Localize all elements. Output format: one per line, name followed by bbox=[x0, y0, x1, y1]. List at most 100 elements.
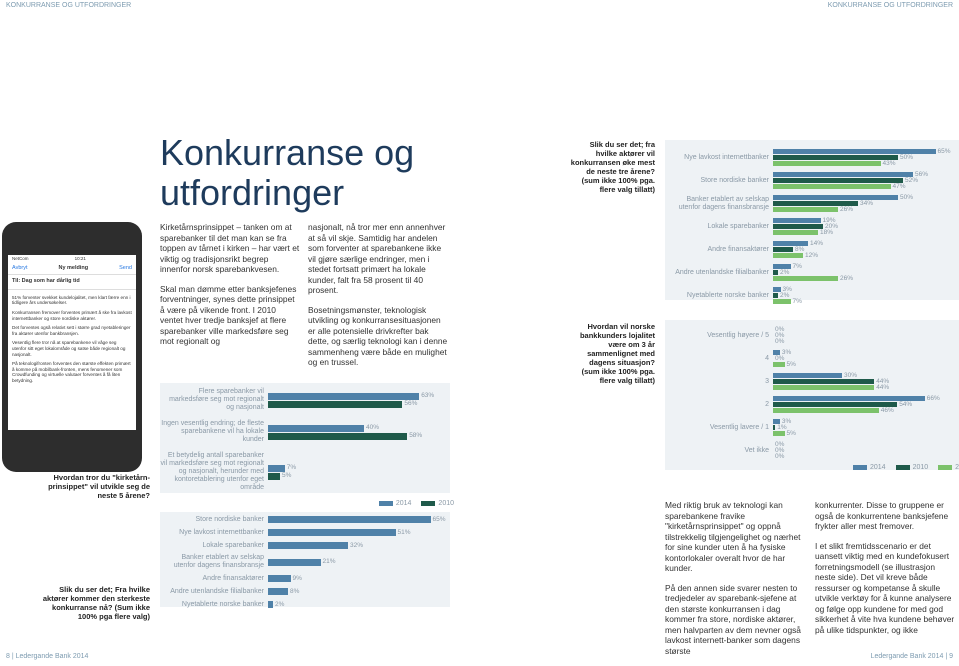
chart-caption: Hvordan tror du "kirketårn-prinsippet" v… bbox=[48, 473, 150, 500]
bar-row: 21% bbox=[268, 558, 454, 566]
bar bbox=[773, 201, 858, 206]
bar-row: 2% bbox=[773, 291, 959, 299]
send[interactable]: Send bbox=[119, 264, 132, 271]
paragraph: Skal man dømme etter banksjefenes forven… bbox=[160, 283, 297, 347]
bar bbox=[268, 472, 280, 480]
value-label: 43% bbox=[882, 159, 896, 167]
value-label: 52% bbox=[905, 176, 919, 184]
title: Konkurranse og utfordringer bbox=[160, 133, 414, 213]
category-row: Andre utenlandske filialbanker 7% 2% 26% bbox=[665, 263, 959, 282]
bar-row: 54% bbox=[773, 401, 959, 407]
bar bbox=[773, 264, 791, 269]
value-label: 0% bbox=[775, 337, 785, 345]
value-label: 26% bbox=[840, 274, 854, 282]
value-label: 2% bbox=[780, 291, 790, 299]
bar-row: 0% bbox=[773, 337, 959, 345]
bar-row: 26% bbox=[773, 206, 959, 212]
category-label: Nyetablerte norske banker bbox=[686, 291, 769, 299]
bar-row: 5% bbox=[773, 430, 959, 436]
bar-group: 50% 34% 26% bbox=[773, 194, 959, 213]
category-row: Nye lavkost internettbanker 65% 50% 43% bbox=[665, 148, 959, 167]
bar bbox=[773, 425, 776, 430]
category-row: Banker etablert av selskap utenfor dagen… bbox=[160, 554, 454, 570]
bar-group: 0% 0% 0% bbox=[773, 326, 959, 345]
value-label: 0% bbox=[775, 354, 785, 362]
paragraph: I et slikt fremtidsscenario er det uanse… bbox=[815, 540, 955, 635]
bar-row: 44% bbox=[773, 378, 959, 384]
bar-row: 0% bbox=[773, 354, 959, 362]
bar-row: 56% bbox=[268, 400, 454, 408]
bar-group: 40% 58% bbox=[268, 424, 454, 441]
time: 10:21 bbox=[74, 256, 86, 261]
category-label: Ingen vesentlig endring; de fleste spare… bbox=[161, 420, 264, 443]
header-right: KONKURRANSE OG UTFORDRINGER bbox=[827, 2, 953, 9]
category-row: Nyetablerte norske banker 3% 2% 7% bbox=[665, 286, 959, 305]
bar bbox=[773, 270, 778, 275]
category-row: Ingen vesentlig endring; de fleste spare… bbox=[160, 420, 454, 444]
bar-group: 3% 1% 5% bbox=[773, 418, 959, 437]
carrier: NetCom bbox=[12, 256, 29, 261]
bar bbox=[773, 408, 879, 413]
value-label: 1% bbox=[777, 423, 787, 431]
bar-group: 56% 52% 47% bbox=[773, 171, 959, 190]
value-label: 58% bbox=[409, 432, 423, 439]
bar bbox=[773, 350, 780, 355]
value-label: 2% bbox=[780, 268, 790, 276]
header-left: KONKURRANSE OG UTFORDRINGER bbox=[6, 2, 132, 9]
bar-row: 43% bbox=[773, 159, 959, 167]
value-label: 9% bbox=[292, 574, 302, 582]
legend-swatch bbox=[938, 465, 953, 470]
category-row: Vesentlig lavere / 1 3% 1% 5% bbox=[665, 418, 959, 437]
bar-row: 20% bbox=[773, 223, 959, 229]
value-label: 18% bbox=[820, 228, 834, 236]
bar-row: 40% bbox=[268, 424, 454, 432]
cancel[interactable]: Avbryt bbox=[12, 264, 28, 271]
category-label: Store nordiske banker bbox=[195, 515, 264, 523]
paragraph: På teknologifronten forventes den størst… bbox=[12, 361, 131, 383]
value-label: 0% bbox=[775, 446, 785, 454]
bar bbox=[773, 385, 875, 390]
value-label: 63% bbox=[421, 392, 435, 399]
text-column: konkurrenter. Disse to gruppene er også … bbox=[815, 500, 955, 644]
category-label: Lokale sparebanker bbox=[707, 222, 770, 230]
value-label: 30% bbox=[844, 371, 858, 379]
category-row: 3 30% 44% 44% bbox=[665, 372, 959, 391]
category-label: Banker etablert av selskap utenfor dagen… bbox=[678, 195, 769, 211]
category-label: Vesentlig lavere / 1 bbox=[709, 423, 769, 431]
paragraph: Vesentlig flere tror nå at sparebankene … bbox=[12, 340, 126, 357]
category-row: 2 66% 54% 46% bbox=[665, 395, 959, 414]
value-label: 19% bbox=[822, 216, 836, 224]
paragraph: På den annen side svarer nesten to tredj… bbox=[665, 582, 801, 656]
bar-row: 18% bbox=[773, 228, 959, 236]
category-label: Vesentlig høyere / 5 bbox=[707, 331, 769, 339]
bar bbox=[773, 155, 898, 160]
paragraph: Det forventes også relativt sett i størr… bbox=[12, 325, 131, 336]
category-label: Andre utenlandske filialbanker bbox=[675, 268, 769, 276]
bar-row: 14% bbox=[773, 239, 959, 247]
bar-group: 0% 0% 0% bbox=[773, 441, 959, 460]
value-label: 7% bbox=[792, 297, 802, 305]
bar-group: 65% 50% 43% bbox=[773, 148, 959, 167]
value-label: 0% bbox=[775, 325, 785, 333]
footer-left: 8 | Ledergande Bank 2014 bbox=[6, 653, 89, 660]
bar bbox=[773, 230, 818, 235]
value-label: 14% bbox=[810, 239, 824, 247]
bar-row: 7% bbox=[268, 464, 454, 472]
bar-group: 51% bbox=[268, 528, 454, 537]
page-number: 9 bbox=[949, 653, 953, 660]
category-label: Nye lavkost internettbanker bbox=[179, 528, 264, 536]
bar bbox=[268, 400, 403, 408]
category-row: Nyetablerte norske banker 2% bbox=[160, 600, 454, 609]
category-label: Andre finansaktører bbox=[202, 574, 264, 582]
legend: 2014 2010 2007 bbox=[853, 464, 959, 471]
bar-row: 3% bbox=[773, 286, 959, 292]
bar bbox=[773, 293, 778, 298]
legend-label: 2007 bbox=[955, 464, 959, 471]
bar bbox=[268, 464, 285, 472]
paragraph: Kirketårnsprinsippet – tanken om at spar… bbox=[160, 222, 300, 274]
bar-row: 26% bbox=[773, 274, 959, 282]
value-label: 47% bbox=[892, 182, 906, 190]
bar bbox=[268, 575, 291, 582]
value-label: 50% bbox=[900, 193, 914, 201]
